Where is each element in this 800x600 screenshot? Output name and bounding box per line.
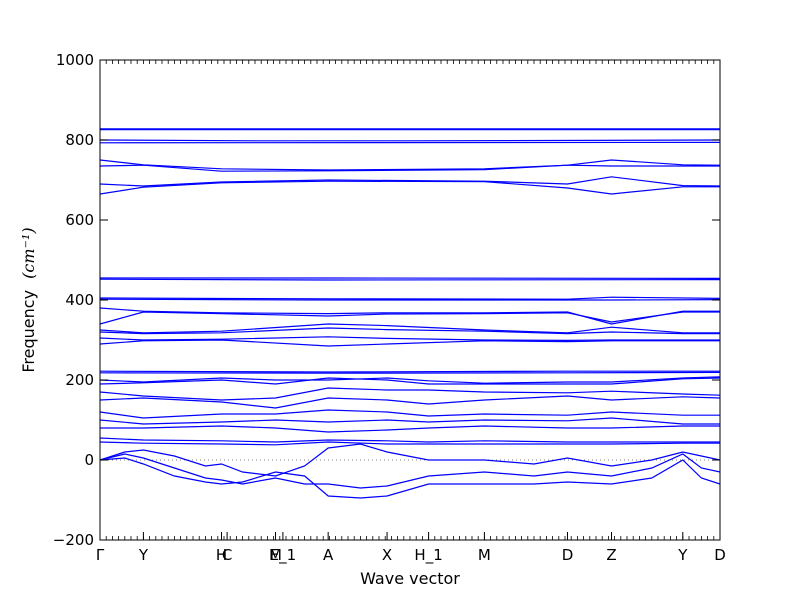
y-axis-label-text: Frequency xyxy=(19,290,38,373)
y-tick-label: 200 xyxy=(65,371,94,389)
x-tick-label: Γ xyxy=(96,546,105,564)
band-lines xyxy=(99,128,721,499)
band-line-18 xyxy=(99,339,720,347)
x-tick-label: M xyxy=(269,546,282,564)
x-tick-label: E_1 xyxy=(270,546,297,565)
band-line-5 xyxy=(99,159,721,171)
band-line-6 xyxy=(99,164,720,172)
high-symmetry-lines xyxy=(99,60,721,540)
y-axis-unit: (cm⁻¹) xyxy=(19,227,38,278)
band-line-19 xyxy=(99,370,720,373)
band-line-11 xyxy=(99,296,721,300)
y-tick-label: 800 xyxy=(65,131,94,149)
band-line-27 xyxy=(100,425,720,433)
plot-frame xyxy=(99,59,721,541)
x-tick-label: H xyxy=(216,546,227,564)
band-line-21 xyxy=(99,376,721,384)
band-line-25 xyxy=(99,409,720,419)
band-line-14 xyxy=(99,311,720,325)
band-line-10 xyxy=(99,278,721,281)
x-tick-label: M xyxy=(478,546,491,564)
y-ticks: −200 0 200 400 600 800 1000 xyxy=(53,51,720,549)
band-line-12 xyxy=(99,298,721,301)
x-tick-label: Y xyxy=(138,546,149,564)
y-tick-label: 400 xyxy=(65,291,94,309)
band-line-20 xyxy=(99,371,721,374)
band-line-15 xyxy=(99,323,720,334)
band-line-28 xyxy=(99,437,720,443)
band-line-29 xyxy=(99,441,720,446)
band-line-8 xyxy=(99,180,720,195)
band-line-17 xyxy=(99,336,720,342)
band-line-13 xyxy=(99,307,720,325)
x-tick-label: C xyxy=(222,546,232,564)
band-line-3 xyxy=(99,139,721,142)
x-tick-label: D xyxy=(562,546,574,564)
y-tick-label: −200 xyxy=(53,531,94,549)
x-ticks: Γ Y HC ME_1 A X H_1 M D Z Y D xyxy=(96,546,726,565)
x-tick-label: A xyxy=(323,546,334,564)
band-line-24 xyxy=(99,395,721,409)
x-tick-label: Z xyxy=(606,546,616,564)
band-line-30 xyxy=(99,443,721,477)
y-tick-label: 0 xyxy=(84,451,94,469)
band-line-26 xyxy=(99,417,720,425)
x-tick-label: X xyxy=(382,546,392,564)
band-line-32 xyxy=(99,457,721,499)
band-line-16 xyxy=(99,327,720,335)
band-line-23 xyxy=(99,387,721,401)
y-axis-label: Frequency (cm⁻¹) xyxy=(19,227,38,372)
band-line-22 xyxy=(99,377,721,385)
x-axis-label: Wave vector xyxy=(360,569,460,588)
x-tick-label: Y xyxy=(677,546,688,564)
x-tick-label: D xyxy=(714,546,726,564)
y-tick-label: 1000 xyxy=(56,51,94,69)
band-line-31 xyxy=(99,453,721,489)
y-tick-label: 600 xyxy=(65,211,94,229)
x-tick-label: H_1 xyxy=(414,546,442,565)
